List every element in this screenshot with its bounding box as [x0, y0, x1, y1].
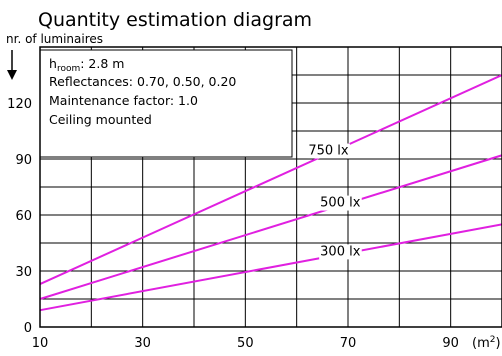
x-unit-superscript: 2 [490, 335, 496, 345]
x-tick-label: 50 [237, 336, 254, 351]
x-axis-unit: (m2) [472, 335, 501, 351]
series-label-background [319, 244, 362, 260]
series-labels: 750 lx 500 lx 300 lx [307, 143, 362, 260]
room-height-symbol: h [49, 56, 57, 71]
series-line [39, 74, 502, 285]
x-unit-close: ) [495, 336, 500, 351]
info-maintenance-factor: Maintenance factor: 1.0 [49, 93, 198, 108]
x-tick-label: 90 [442, 336, 459, 351]
x-unit-base: (m [472, 336, 490, 351]
series-label-background [307, 143, 350, 159]
y-tick-label: 0 [24, 321, 32, 336]
series-label-background [319, 195, 362, 211]
y-tick-label: 90 [15, 153, 32, 168]
x-tick-label: 30 [134, 336, 151, 351]
x-tick-label: 10 [32, 336, 49, 351]
y-tick-label: 120 [7, 97, 32, 112]
x-tick-label: 70 [340, 336, 357, 351]
chart-title: Quantity estimation diagram [38, 9, 312, 31]
series-line [39, 223, 502, 312]
info-room-height: hroom: 2.8 m [49, 56, 124, 74]
y-axis-arrow-icon [7, 50, 17, 80]
axis-ticks: 10 30 50 70 90 0 30 60 90 120 [7, 97, 459, 351]
info-mounting: Ceiling mounted [49, 112, 152, 127]
y-tick-label: 30 [15, 265, 32, 280]
plot-frame [39, 46, 502, 328]
info-reflectances: Reflectances: 0.70, 0.50, 0.20 [49, 74, 236, 89]
room-height-subscript: room [57, 64, 80, 74]
series-line [39, 154, 502, 300]
series-label: 300 lx [320, 244, 361, 259]
room-height-value: : 2.8 m [80, 56, 124, 71]
series-label: 500 lx [320, 196, 361, 211]
y-tick-label: 60 [15, 209, 32, 224]
info-box [39, 49, 293, 158]
series-label: 750 lx [308, 144, 349, 159]
series-layer [39, 74, 502, 312]
y-axis-label: nr. of luminaires [6, 32, 103, 46]
